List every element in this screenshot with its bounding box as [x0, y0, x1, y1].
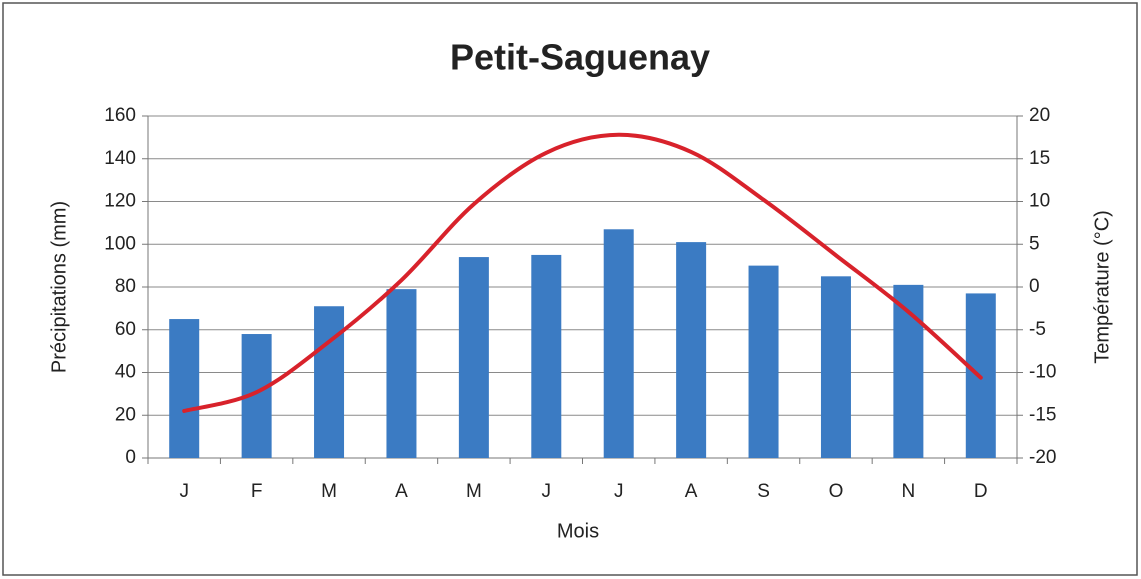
- y-tick-label: 20: [115, 404, 136, 425]
- x-tick-label: D: [974, 481, 988, 502]
- y-tick-label: 140: [104, 148, 136, 169]
- y-axis-label: Précipitations (mm): [48, 201, 70, 373]
- bar: [748, 265, 779, 458]
- bar: [531, 254, 562, 458]
- x-tick-label: O: [829, 481, 844, 502]
- y2-tick-label: -5: [1029, 319, 1046, 340]
- x-tick-label: A: [685, 481, 698, 502]
- y-tick-label: 100: [104, 233, 136, 254]
- bar: [603, 229, 634, 458]
- bar: [314, 306, 345, 458]
- x-axis-label: Mois: [557, 520, 599, 542]
- x-tick-label: J: [614, 481, 624, 502]
- bar: [458, 257, 489, 458]
- y-tick-label: 40: [115, 362, 136, 383]
- y2-tick-label: 0: [1029, 276, 1040, 297]
- x-tick-label: J: [179, 481, 189, 502]
- y-tick-label: 120: [104, 191, 136, 212]
- bar: [676, 242, 707, 458]
- y2-axis-label: Température (°C): [1091, 210, 1113, 364]
- x-tick-label: M: [466, 481, 482, 502]
- y-tick-label: 0: [125, 447, 136, 468]
- y2-tick-label: -20: [1029, 447, 1056, 468]
- chart-title: Petit-Saguenay: [450, 37, 710, 78]
- x-tick-label: F: [251, 481, 263, 502]
- y-tick-label: 160: [104, 105, 136, 126]
- x-tick-label: J: [542, 481, 552, 502]
- temperature-line: [182, 132, 983, 413]
- y2-tick-label: 15: [1029, 148, 1050, 169]
- x-tick-label: N: [902, 481, 916, 502]
- y2-tick-label: 20: [1029, 105, 1050, 126]
- x-tick-label: A: [395, 481, 408, 502]
- y2-tick-label: 10: [1029, 191, 1050, 212]
- x-tick-label: M: [321, 481, 337, 502]
- y2-tick-label: 5: [1029, 233, 1040, 254]
- y2-tick-label: -10: [1029, 362, 1056, 383]
- y-tick-label: 60: [115, 319, 136, 340]
- bar: [386, 289, 417, 458]
- bar: [169, 319, 200, 458]
- bar: [820, 276, 851, 458]
- x-tick-label: S: [757, 481, 770, 502]
- y2-tick-label: -15: [1029, 404, 1056, 425]
- y-tick-label: 80: [115, 276, 136, 297]
